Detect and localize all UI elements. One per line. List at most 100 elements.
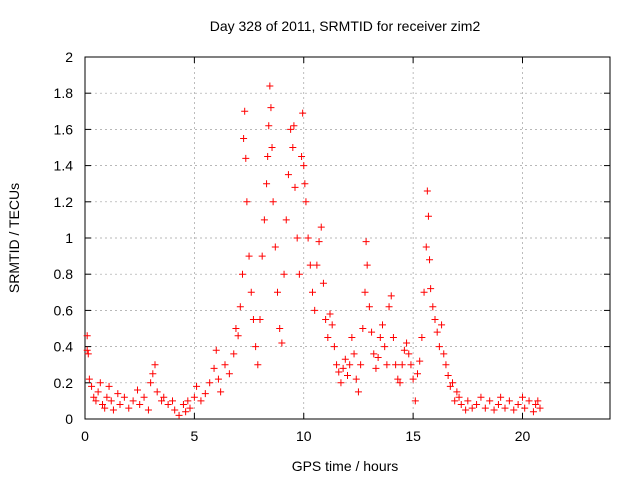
y-axis-label: SRMTID / TECUs: [6, 183, 22, 293]
data-point: [363, 261, 371, 269]
data-point: [361, 288, 369, 296]
y-tick-label: 1.8: [54, 85, 74, 101]
data-point: [534, 397, 542, 405]
data-point: [99, 401, 106, 409]
data-point: [206, 379, 214, 387]
data-point: [394, 375, 402, 383]
data-point: [446, 382, 454, 390]
data-point: [435, 343, 443, 351]
data-point: [201, 390, 209, 398]
data-point: [247, 288, 255, 296]
data-point: [268, 144, 276, 151]
data-point: [240, 134, 248, 142]
data-point: [252, 343, 260, 351]
data-point: [125, 404, 133, 412]
data-point: [210, 364, 218, 372]
data-point: [381, 343, 389, 351]
data-point: [449, 379, 456, 387]
data-point: [221, 361, 229, 369]
data-point: [149, 370, 157, 378]
data-point: [337, 379, 345, 387]
data-point: [497, 393, 505, 401]
data-point: [90, 393, 98, 401]
y-tick-label: 0.6: [54, 302, 74, 318]
data-point: [352, 375, 360, 383]
data-point: [134, 386, 141, 394]
data-point: [311, 306, 319, 314]
y-tick-label: 1.2: [54, 194, 74, 210]
data-point: [365, 303, 373, 311]
data-point: [236, 303, 244, 311]
y-tick-label: 0.8: [54, 266, 74, 282]
grid-lines: [85, 57, 610, 419]
data-point: [258, 252, 266, 260]
data-point: [525, 397, 533, 405]
data-point: [409, 375, 417, 383]
data-point: [521, 404, 529, 412]
data-point: [319, 279, 327, 287]
data-point: [324, 334, 332, 342]
data-point: [254, 361, 262, 369]
data-point: [190, 393, 198, 401]
data-point: [424, 212, 432, 220]
data-point: [330, 343, 338, 351]
data-point: [328, 321, 336, 329]
data-point: [193, 382, 201, 390]
data-point: [301, 180, 309, 188]
data-point: [197, 397, 205, 405]
data-point: [105, 382, 113, 390]
data-point: [182, 408, 190, 416]
data-point: [109, 406, 117, 414]
data-point: [298, 153, 306, 161]
x-tick-label: 15: [405, 428, 421, 444]
data-point: [350, 350, 358, 358]
data-point: [385, 303, 393, 311]
data-point: [212, 346, 220, 354]
data-point: [362, 238, 370, 246]
data-point: [241, 107, 249, 115]
data-point: [418, 334, 426, 342]
data-point: [243, 198, 251, 206]
data-point: [442, 361, 450, 369]
data-point: [383, 361, 391, 369]
data-point: [269, 198, 277, 206]
x-tick-label: 0: [81, 428, 89, 444]
y-tick-label: 0.4: [54, 339, 74, 355]
data-point: [510, 406, 518, 414]
y-tick-label: 0: [65, 411, 73, 427]
data-point: [387, 292, 395, 300]
data-point: [379, 321, 386, 329]
data-point: [473, 401, 481, 409]
data-point: [494, 401, 502, 409]
data-point: [505, 397, 513, 405]
data-point: [274, 288, 281, 296]
data-point: [468, 404, 476, 412]
data-point: [129, 397, 137, 405]
data-point: [289, 144, 297, 151]
data-point: [85, 375, 93, 383]
data-point: [107, 397, 115, 405]
data-point: [300, 162, 308, 170]
data-point: [426, 256, 434, 264]
data-point: [451, 397, 459, 405]
data-point: [427, 285, 435, 293]
data-point: [396, 379, 404, 387]
data-point: [403, 339, 411, 347]
data-point: [88, 382, 96, 390]
data-point: [120, 393, 128, 401]
data-point: [344, 372, 351, 380]
data-point: [304, 234, 312, 242]
data-point: [423, 187, 431, 195]
x-axis-label: GPS time / hours: [292, 458, 399, 474]
data-point: [92, 397, 100, 405]
data-point: [400, 346, 408, 354]
data-point: [346, 361, 354, 369]
data-point: [116, 401, 124, 409]
data-point: [372, 364, 380, 372]
data-point: [260, 216, 268, 224]
data-point: [414, 370, 421, 378]
data-point: [422, 243, 430, 251]
data-point: [357, 361, 365, 369]
data-point: [313, 261, 321, 269]
